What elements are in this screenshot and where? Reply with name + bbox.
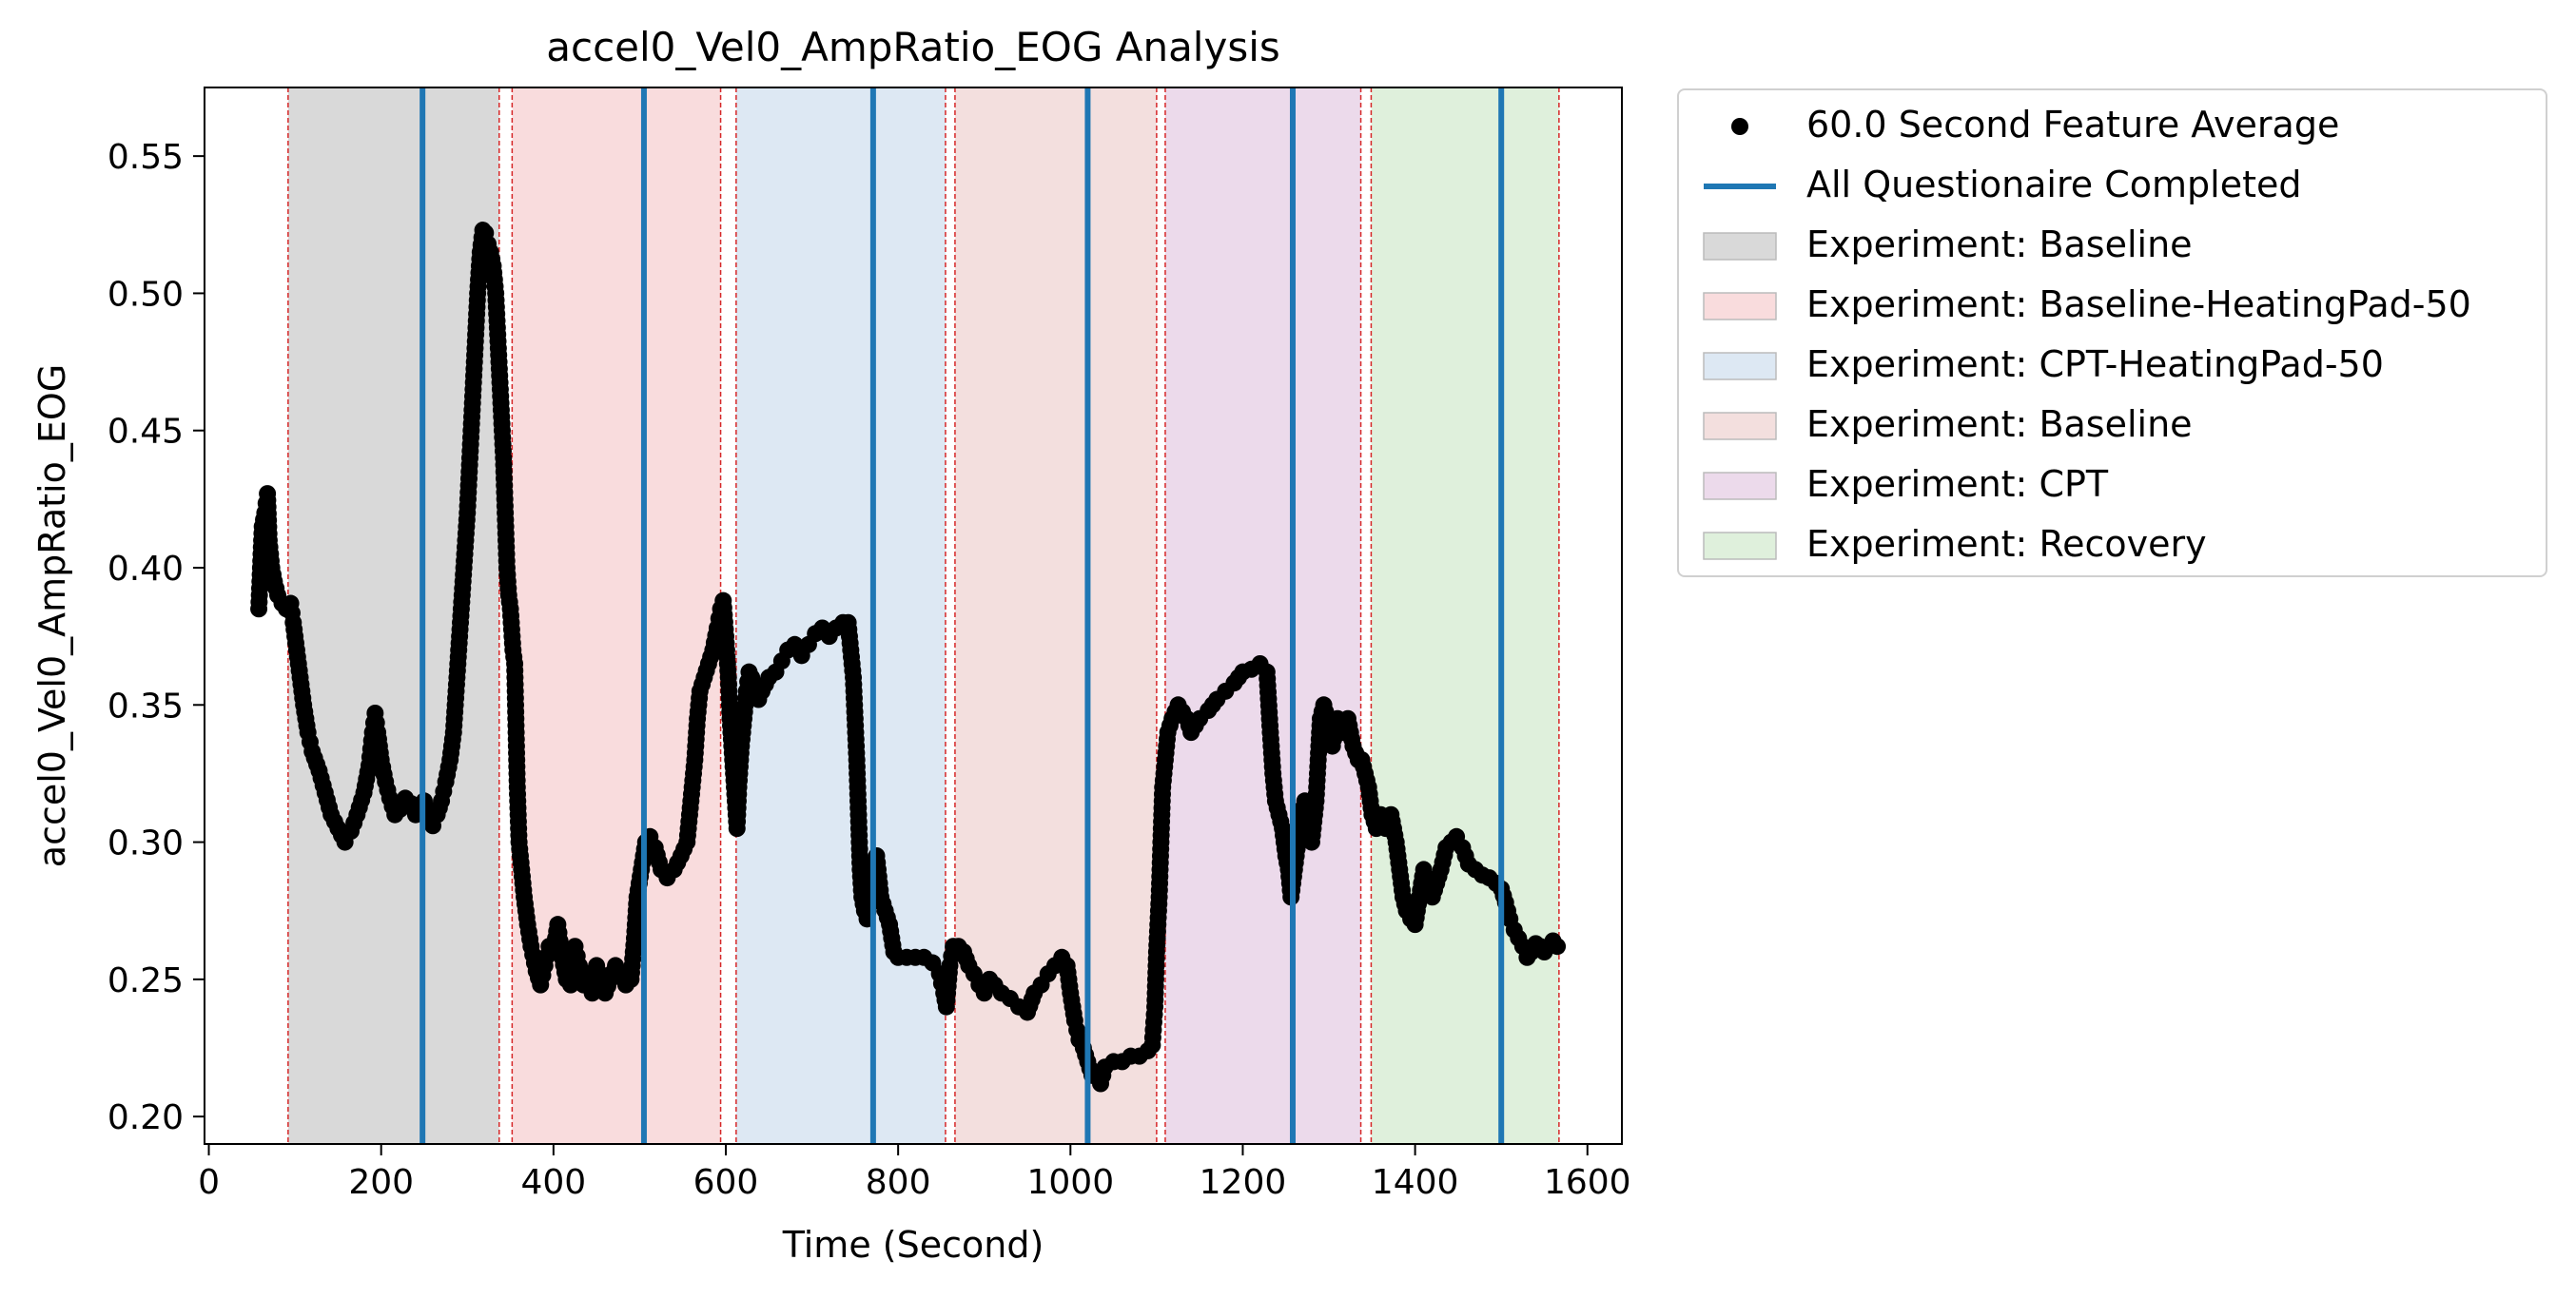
legend-item-1: All Questionaire Completed [1679, 160, 2546, 213]
y-tick-label: 0.40 [107, 550, 184, 589]
legend-swatch-3 [1692, 287, 1787, 325]
legend-label-6: Experiment: CPT [1806, 463, 2109, 505]
y-tick-label: 0.45 [107, 413, 184, 452]
span-5 [1371, 87, 1559, 1144]
legend-label-3: Experiment: Baseline-HeatingPad-50 [1806, 283, 2471, 325]
legend-item-0: 60.0 Second Feature Average [1679, 100, 2546, 153]
span-4 [1164, 87, 1361, 1144]
questionnaire-lines [420, 87, 1505, 1144]
y-tick-label: 0.50 [107, 275, 184, 314]
x-tick-label: 400 [520, 1163, 586, 1202]
legend-swatch-6 [1692, 467, 1787, 505]
legend-swatch-7 [1692, 527, 1787, 565]
x-tick-label: 800 [866, 1163, 931, 1202]
legend-label-4: Experiment: CPT-HeatingPad-50 [1806, 343, 2384, 385]
x-tick-label: 0 [198, 1163, 220, 1202]
legend-item-5: Experiment: Baseline [1679, 399, 2546, 453]
legend-label-2: Experiment: Baseline [1806, 223, 2193, 265]
legend-label-5: Experiment: Baseline [1806, 403, 2193, 445]
y-ticks: 0.20 0.25 0.30 0.35 0.40 0.45 0.50 0.55 [107, 138, 205, 1137]
x-tick-label: 1600 [1544, 1163, 1631, 1202]
y-tick-label: 0.25 [107, 961, 184, 1000]
legend-label-7: Experiment: Recovery [1806, 523, 2207, 565]
y-tick-label: 0.35 [107, 687, 184, 726]
legend-item-6: Experiment: CPT [1679, 459, 2546, 513]
x-tick-label: 1400 [1372, 1163, 1459, 1202]
legend-swatch-1 [1692, 167, 1787, 205]
x-tick-label: 600 [693, 1163, 759, 1202]
legend-item-4: Experiment: CPT-HeatingPad-50 [1679, 339, 2546, 393]
data-points [250, 222, 1567, 1093]
chart-title: accel0_Vel0_AmpRatio_EOG Analysis [546, 24, 1280, 70]
x-ticks: 0 200 400 600 800 1000 1200 1400 1600 [198, 1144, 1631, 1202]
legend-swatch-0 [1692, 107, 1787, 145]
x-tick-label: 200 [348, 1163, 414, 1202]
axes-frame [204, 87, 1623, 1145]
legend-label-0: 60.0 Second Feature Average [1806, 104, 2340, 145]
legend-item-7: Experiment: Recovery [1679, 519, 2546, 572]
data-point [1549, 938, 1567, 956]
legend-label-1: All Questionaire Completed [1806, 164, 2302, 205]
legend-swatch-5 [1692, 407, 1787, 445]
legend-item-3: Experiment: Baseline-HeatingPad-50 [1679, 280, 2546, 333]
y-axis-label: accel0_Vel0_AmpRatio_EOG [31, 364, 73, 867]
y-tick-label: 0.30 [107, 824, 184, 863]
legend-swatch-2 [1692, 227, 1787, 265]
x-tick-label: 1000 [1026, 1163, 1114, 1202]
x-axis-label: Time (Second) [782, 1224, 1044, 1266]
legend: 60.0 Second Feature Average All Questiona… [1677, 88, 2547, 577]
x-tick-label: 1200 [1200, 1163, 1287, 1202]
legend-swatch-4 [1692, 347, 1787, 385]
y-tick-label: 0.55 [107, 138, 184, 177]
legend-item-2: Experiment: Baseline [1679, 220, 2546, 273]
y-tick-label: 0.20 [107, 1098, 184, 1137]
